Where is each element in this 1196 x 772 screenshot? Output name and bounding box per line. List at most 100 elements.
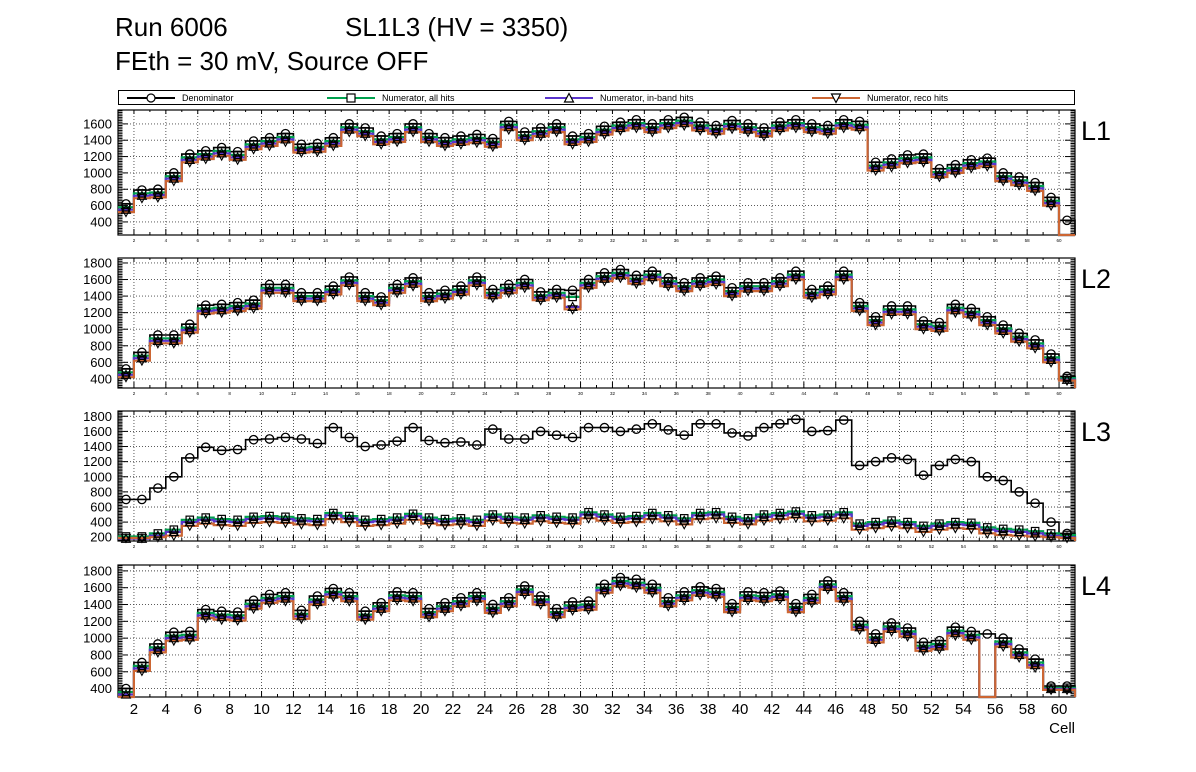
svg-text:8: 8 [228,544,231,549]
svg-text:54: 54 [961,391,967,396]
svg-text:6: 6 [196,544,199,549]
series-markers-all_hits [121,268,1072,383]
svg-text:54: 54 [955,701,972,718]
svg-text:14: 14 [323,544,329,549]
svg-text:8: 8 [228,238,231,243]
svg-text:52: 52 [929,391,935,396]
svg-text:38: 38 [706,544,712,549]
title-condition: SL1L3 (HV = 3350) [345,12,569,42]
svg-text:48: 48 [865,238,871,243]
svg-text:34: 34 [642,391,648,396]
svg-text:1400: 1400 [83,439,112,454]
svg-text:40: 40 [738,391,744,396]
svg-text:42: 42 [769,238,775,243]
svg-text:28: 28 [540,701,557,718]
svg-text:40: 40 [738,238,744,243]
svg-text:24: 24 [482,544,488,549]
svg-text:1200: 1200 [83,454,112,469]
series-markers-reco_hits [136,581,1073,696]
svg-text:24: 24 [482,391,488,396]
svg-text:18: 18 [381,701,398,718]
svg-text:46: 46 [833,544,839,549]
series-markers-inband_hits [120,577,1073,699]
svg-text:28: 28 [546,544,552,549]
circle-marker-icon [127,92,175,103]
svg-text:800: 800 [90,338,112,353]
svg-text:4: 4 [165,238,168,243]
svg-text:10: 10 [259,544,265,549]
svg-text:16: 16 [355,391,361,396]
svg-text:56: 56 [993,238,999,243]
x-axis-labels: 2 4 6 8 10 12 14 16 18 20 22 24 26 28 30 32 34 36 38 40 42 44… [130,701,1068,718]
series-line-denominator [118,116,1076,235]
svg-text:56: 56 [993,544,999,549]
svg-text:4: 4 [165,544,168,549]
svg-text:20: 20 [419,391,425,396]
svg-text:14: 14 [317,701,334,718]
series-markers-inband_hits [120,269,1073,384]
svg-text:50: 50 [897,238,903,243]
svg-text:12: 12 [291,238,297,243]
svg-text:6: 6 [194,701,202,718]
svg-text:26: 26 [514,238,520,243]
title-threshold: FEth = 30 mV, Source OFF [115,46,429,76]
x-axis [133,110,1060,235]
svg-text:24: 24 [482,238,488,243]
svg-text:1600: 1600 [83,272,112,287]
x-axis-title: Cell [1049,720,1075,737]
svg-text:18: 18 [387,391,393,396]
svg-text:2: 2 [130,701,138,718]
svg-text:20: 20 [419,238,425,243]
svg-text:58: 58 [1025,238,1031,243]
svg-text:44: 44 [801,238,807,243]
svg-text:30: 30 [572,701,589,718]
svg-text:54: 54 [961,544,967,549]
svg-text:600: 600 [90,198,112,213]
series-markers-reco_hits [120,121,1057,218]
svg-text:46: 46 [833,391,839,396]
svg-text:1600: 1600 [83,424,112,439]
series-line-all_hits [118,271,1077,388]
svg-text:400: 400 [90,681,112,696]
svg-text:36: 36 [674,391,680,396]
svg-text:400: 400 [90,214,112,229]
title-run: Run 6006 [115,12,228,42]
svg-text:2: 2 [133,544,136,549]
svg-text:38: 38 [706,391,712,396]
svg-text:16: 16 [355,544,361,549]
svg-text:1800: 1800 [83,409,112,424]
svg-text:8: 8 [228,391,231,396]
svg-text:28: 28 [546,391,552,396]
svg-text:26: 26 [514,544,520,549]
svg-text:400: 400 [90,371,112,386]
svg-text:44: 44 [801,391,807,396]
svg-text:22: 22 [450,544,456,549]
svg-text:34: 34 [642,544,648,549]
legend: Denominator Numerator, all hits Numerato… [118,90,1075,105]
svg-text:60: 60 [1057,238,1063,243]
svg-text:36: 36 [674,238,680,243]
legend-label: Numerator, all hits [382,92,455,103]
svg-text:1800: 1800 [83,563,112,578]
svg-text:48: 48 [865,544,871,549]
panel-label: L4 [1081,571,1111,601]
svg-text:40: 40 [738,544,744,549]
svg-text:12: 12 [285,701,302,718]
svg-text:18: 18 [387,238,393,243]
legend-label: Numerator, reco hits [867,92,949,103]
svg-text:400: 400 [90,515,112,530]
svg-text:800: 800 [90,647,112,662]
svg-text:32: 32 [610,391,616,396]
svg-text:22: 22 [445,701,462,718]
svg-text:38: 38 [706,238,712,243]
svg-text:4: 4 [165,391,168,396]
svg-text:600: 600 [90,664,112,679]
svg-text:1000: 1000 [83,631,112,646]
svg-text:20: 20 [419,544,425,549]
